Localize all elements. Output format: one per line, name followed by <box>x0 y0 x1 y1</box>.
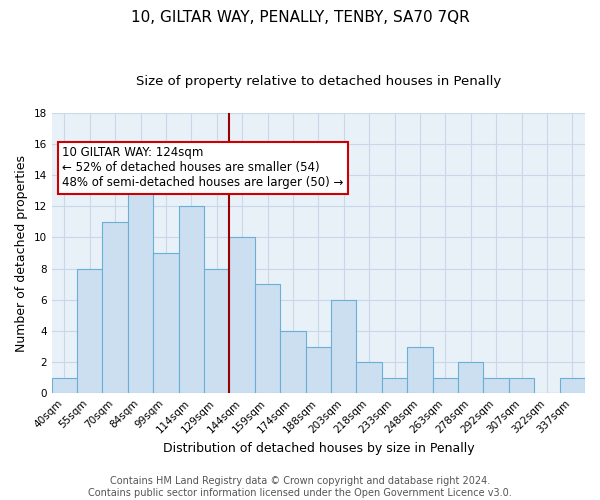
Bar <box>204 268 229 394</box>
Bar <box>484 378 509 394</box>
Bar <box>255 284 280 394</box>
Bar <box>153 253 179 394</box>
Bar <box>356 362 382 394</box>
Bar <box>458 362 484 394</box>
Bar <box>52 378 77 394</box>
Bar <box>128 175 153 394</box>
Y-axis label: Number of detached properties: Number of detached properties <box>15 154 28 352</box>
Bar <box>331 300 356 394</box>
Bar <box>179 206 204 394</box>
Text: Contains HM Land Registry data © Crown copyright and database right 2024.
Contai: Contains HM Land Registry data © Crown c… <box>88 476 512 498</box>
Title: Size of property relative to detached houses in Penally: Size of property relative to detached ho… <box>136 75 501 88</box>
Bar <box>509 378 534 394</box>
Bar <box>103 222 128 394</box>
Bar <box>382 378 407 394</box>
Text: 10, GILTAR WAY, PENALLY, TENBY, SA70 7QR: 10, GILTAR WAY, PENALLY, TENBY, SA70 7QR <box>131 10 469 25</box>
Bar <box>280 331 305 394</box>
Bar <box>433 378 458 394</box>
Bar <box>305 346 331 394</box>
Bar <box>77 268 103 394</box>
Bar <box>560 378 585 394</box>
Bar <box>407 346 433 394</box>
Bar <box>229 238 255 394</box>
Text: 10 GILTAR WAY: 124sqm
← 52% of detached houses are smaller (54)
48% of semi-deta: 10 GILTAR WAY: 124sqm ← 52% of detached … <box>62 146 344 190</box>
X-axis label: Distribution of detached houses by size in Penally: Distribution of detached houses by size … <box>163 442 474 455</box>
